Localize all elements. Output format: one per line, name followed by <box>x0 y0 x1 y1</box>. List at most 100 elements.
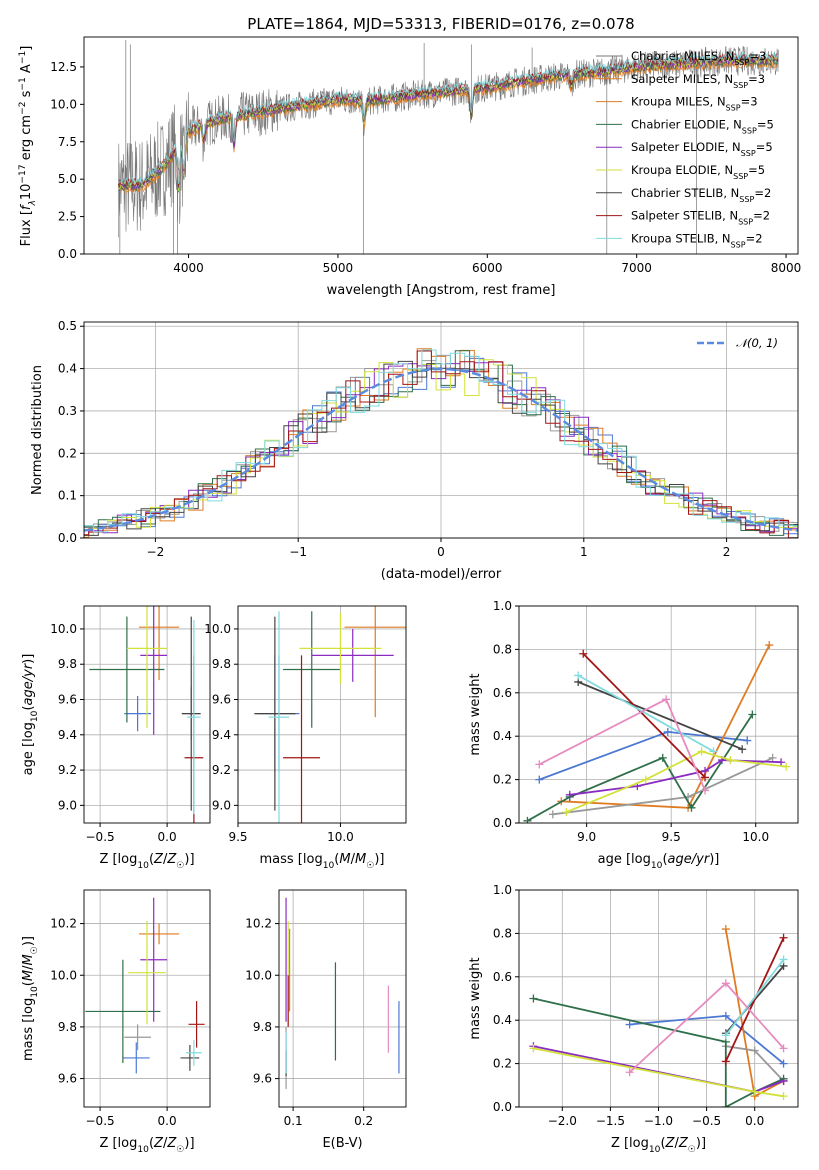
weight-age-xtick-label: 9.5 <box>662 830 681 844</box>
age-mass-xlabel-part: )] <box>374 852 384 867</box>
age-Z-ytick-label: 9.2 <box>58 763 77 777</box>
legend-text: =5 <box>748 163 765 177</box>
weight-point-marker <box>779 955 788 964</box>
weight-age-ytick-label: 0.0 <box>493 816 512 830</box>
mass-Z-ylabel-part: mass [log <box>21 998 36 1061</box>
legend-text: =3 <box>749 49 766 63</box>
residuals-plot-area <box>84 348 798 538</box>
spectrum-plot-area <box>118 39 779 254</box>
legend-text: =2 <box>754 186 771 200</box>
mass-Z-xlabel-part: 10 <box>137 1145 149 1155</box>
age-Z-xtick-label: −0.5 <box>86 830 115 844</box>
mass-Z-ylabel-part: / <box>21 965 36 970</box>
weight-Z-xlabel-part: ( <box>660 1136 665 1151</box>
mass-Z-ytick-label: 9.8 <box>58 1020 77 1034</box>
weight-Z-xtick-label: 0.0 <box>745 1114 764 1128</box>
weight-age-xlabel: age [log10(age/yr)] <box>598 852 720 871</box>
weight-point-marker <box>721 1103 730 1107</box>
legend-sub: SSP <box>739 194 754 203</box>
residuals-ytick-label: 0.2 <box>58 446 77 460</box>
weight-age-xlabel-part: age/yr <box>668 852 711 867</box>
weight-age-frame <box>518 605 799 824</box>
age-mass-xlabel-part: 10 <box>323 861 335 871</box>
age-mass-xtick-label: 9.5 <box>228 830 247 844</box>
weight-point-marker <box>662 695 671 704</box>
weight-Z-xlabel-part: 10 <box>649 1145 661 1155</box>
weight-point-marker <box>625 1020 634 1029</box>
weight-Z-frame <box>518 889 799 1108</box>
legend-sub: SSP <box>733 80 748 89</box>
mass-Z-frame <box>83 889 211 1108</box>
weight-age-ytick-label: 0.2 <box>493 773 512 787</box>
histogram-series <box>84 350 798 538</box>
residuals-xtick-label: −2 <box>147 545 165 559</box>
weight-Z-xlabel: Z [log10(Z/Z☉)] <box>611 1136 706 1155</box>
residuals-ytick-label: 0.0 <box>58 531 77 545</box>
weight-Z-ytick-label: 0.2 <box>493 1057 512 1071</box>
weight-point-marker <box>779 1076 788 1085</box>
weight-point-marker <box>738 745 747 754</box>
age-mass-ytick-label: 9.6 <box>212 693 231 707</box>
weight-Z-ylabel: mass weight <box>468 957 483 1039</box>
weight-point-marker <box>748 710 757 719</box>
weight-point-marker <box>535 760 544 769</box>
mass-Z-ylabel-part: M <box>21 970 36 981</box>
weight-age-ytick-label: 1.0 <box>493 599 512 613</box>
age-mass-ytick-label: 10.0 <box>204 622 231 636</box>
weight-point-marker <box>701 786 709 795</box>
legend-text: Kroupa ELODIE, N <box>631 163 733 177</box>
weight-point-marker <box>782 762 791 771</box>
mass-ebv-xtick-label: 0.1 <box>284 1114 303 1128</box>
age-mass-ytick-label: 9.8 <box>212 657 231 671</box>
spectrum-ylabel-part: f <box>19 203 34 210</box>
mass-ebv-ytick-label: 9.8 <box>253 1020 272 1034</box>
weight-point-marker <box>721 1057 730 1066</box>
weight-point-marker <box>579 649 588 658</box>
mass-Z-xlabel-part: Z [log <box>99 1136 137 1151</box>
age-Z-xlabel-part: Z <box>153 852 164 867</box>
weight-series-line <box>561 644 771 809</box>
weight-point-marker <box>743 736 752 745</box>
weight-series-line <box>577 681 743 751</box>
residuals-xtick-label: 0 <box>437 545 445 559</box>
mass-ebv-xlabel: E(B-V) <box>322 1136 362 1151</box>
legend-sub: SSP <box>734 58 749 67</box>
age-mass-frame <box>237 605 407 824</box>
legend-entry: Kroupa STELIB, NSSP=2 <box>631 231 763 249</box>
weight-point-marker <box>687 803 696 812</box>
weight-age-xlabel-part: age [log <box>598 852 651 867</box>
age-Z-plot-area <box>89 606 204 823</box>
mass-Z-xlabel: Z [log10(Z/Z☉)] <box>99 1136 194 1155</box>
weight-Z-xlabel-part: / <box>674 1136 679 1151</box>
weight-Z-plot-area <box>529 925 788 1107</box>
weight-point-marker <box>625 1068 634 1077</box>
weight-point-marker <box>658 753 667 762</box>
mass-Z-xtick-label: −0.5 <box>86 1114 115 1128</box>
spectrum-xtick-label: 4000 <box>173 261 204 275</box>
weight-point-marker <box>779 1092 788 1101</box>
legend-sub: SSP <box>741 149 756 158</box>
weight-point-marker <box>641 775 650 784</box>
weight-Z-xlabel-part: Z [log <box>611 1136 649 1151</box>
legend-sub: SSP <box>742 126 757 135</box>
mass-ebv-ytick-label: 10.2 <box>245 917 272 931</box>
mass-Z-xlabel-part: Z <box>166 1136 177 1151</box>
weight-point-marker <box>565 790 574 799</box>
spectrum-ylabel-part: λ <box>28 200 38 206</box>
weight-age-xlabel-part: )] <box>709 852 719 867</box>
weight-point-marker <box>750 1046 759 1055</box>
residuals-ytick-label: 0.5 <box>58 319 77 333</box>
mass-Z-xlabel-part: ☉ <box>176 1145 184 1155</box>
weight-Z-xlabel-part: )] <box>696 1136 706 1151</box>
legend-text: Salpeter ELODIE, N <box>631 140 741 154</box>
mass-Z-ylabel-part: )] <box>21 936 36 946</box>
legend-text: =3 <box>748 72 765 86</box>
age-mass-xlabel: mass [log10(M/M☉)] <box>260 852 385 871</box>
age-Z-ytick-label: 9.0 <box>58 798 77 812</box>
weight-point-marker <box>709 747 718 756</box>
mass-ebv-ytick-label: 10.0 <box>245 968 272 982</box>
residuals-xlabel: (data-model)/error <box>381 567 502 582</box>
residuals-ytick-label: 0.1 <box>58 489 77 503</box>
weight-Z-xtick-label: −0.5 <box>692 1114 721 1128</box>
